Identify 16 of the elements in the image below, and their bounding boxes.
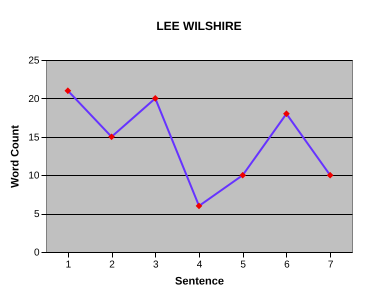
x-tick-label: 5 <box>240 260 246 270</box>
x-tick-label: 1 <box>66 260 72 270</box>
x-tick-label: 3 <box>153 260 160 270</box>
x-tick-label: 6 <box>284 260 290 270</box>
y-tick-label: 20 <box>28 94 40 105</box>
x-axis-title: Sentence <box>175 276 224 288</box>
y-tick-label: 25 <box>28 56 40 66</box>
y-tick-label: 0 <box>34 248 40 258</box>
y-tick-label: 15 <box>28 132 40 144</box>
y-tick-label: 10 <box>28 170 40 182</box>
y-tick-label: 5 <box>34 209 40 220</box>
chart-title: LEE WILSHIRE <box>156 19 242 33</box>
x-tick-label: 2 <box>109 260 116 270</box>
y-axis-title: Word Count <box>9 124 22 188</box>
x-tick-label: 4 <box>196 260 203 270</box>
x-tick-label: 7 <box>328 260 334 270</box>
